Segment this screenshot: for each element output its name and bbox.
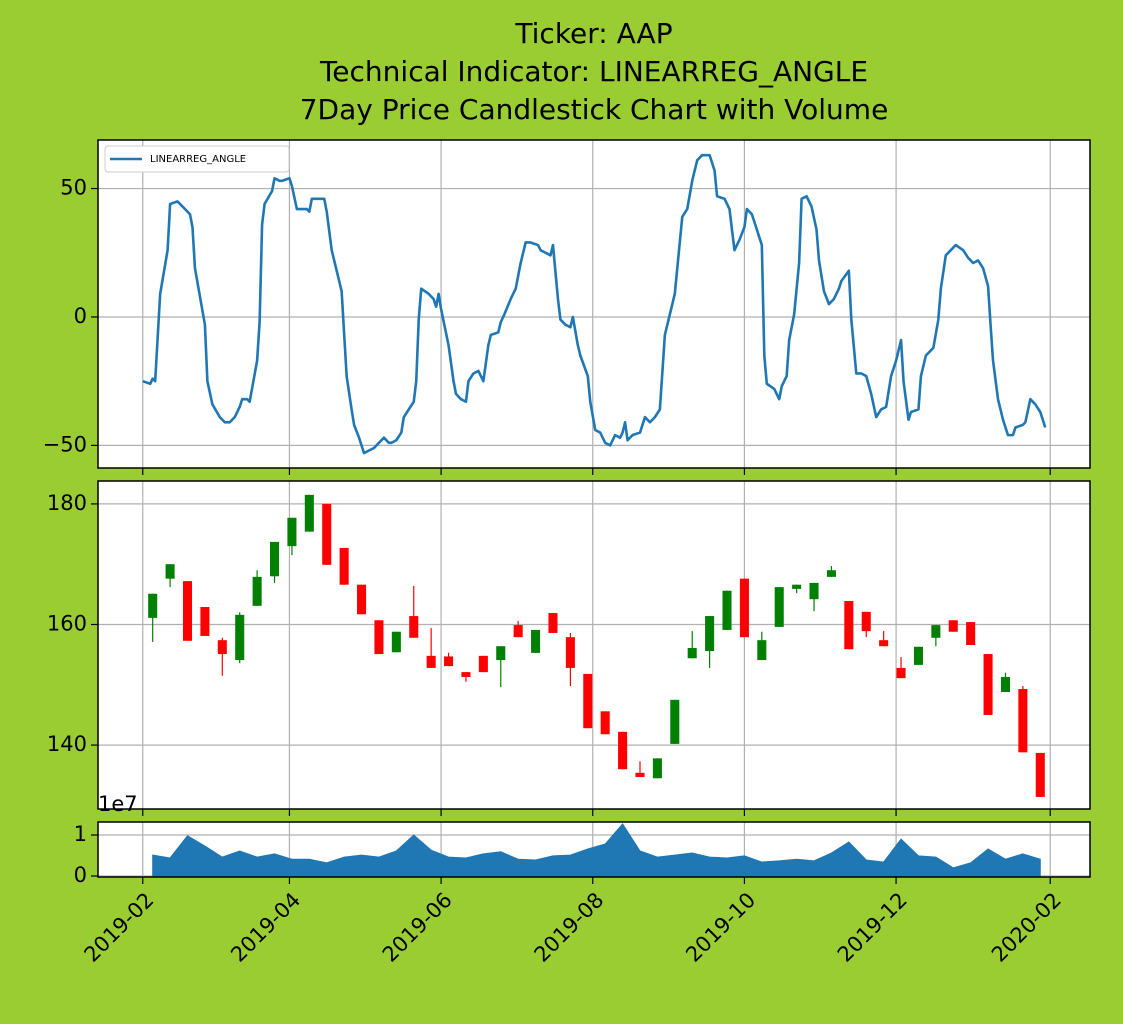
candle-body <box>287 517 297 547</box>
candle-body <box>757 640 767 661</box>
candle-body <box>635 772 645 778</box>
candle-body <box>426 655 436 668</box>
candle-body <box>670 699 680 744</box>
panel-frame <box>97 139 1091 469</box>
candle-body <box>252 576 262 606</box>
candle-body <box>182 581 193 641</box>
candle-body <box>826 570 836 577</box>
panel-frame <box>97 480 1091 810</box>
y-tick-label: 160 <box>47 612 87 636</box>
candle-body <box>339 547 349 585</box>
y-tick-label: 180 <box>47 491 87 515</box>
plot-area <box>142 153 1047 455</box>
candle-body <box>548 613 558 633</box>
candle-body <box>496 646 506 661</box>
offset-text: 1e7 <box>98 792 138 816</box>
candle-body <box>966 622 976 645</box>
panel-frame <box>97 821 1091 878</box>
candle-body <box>165 564 175 579</box>
legend-label: LINEARREG_ANGLE <box>150 154 246 165</box>
candle-body <box>774 587 784 627</box>
candle-body <box>269 541 280 577</box>
candle-body <box>583 673 593 729</box>
candle-body <box>1018 689 1028 753</box>
y-tick-label: 0 <box>74 304 87 328</box>
candle-body <box>861 611 871 632</box>
candle-body <box>809 582 819 600</box>
candle-body <box>844 600 854 650</box>
y-tick-label: 140 <box>47 732 87 756</box>
candle-body <box>705 616 715 652</box>
panel-background <box>98 481 1090 809</box>
legend-box <box>104 145 290 173</box>
candle-body <box>531 629 541 653</box>
plot-area <box>152 823 1041 877</box>
candle-body <box>235 614 245 661</box>
candle-body <box>148 593 158 618</box>
candle-body <box>983 654 993 715</box>
candle-body <box>478 655 488 673</box>
candle-body <box>722 590 732 630</box>
candle-body <box>600 711 610 735</box>
candle-body <box>792 584 802 589</box>
candle-body <box>687 648 697 659</box>
candle-body <box>374 620 384 655</box>
title-line: 7Day Price Candlestick Chart with Volume <box>300 93 889 126</box>
candle-body <box>1000 676 1010 693</box>
candle-body <box>304 494 314 532</box>
candle-body <box>739 578 749 638</box>
title-line: Ticker: AAP <box>514 17 672 50</box>
plot-area <box>148 494 1045 797</box>
candle-body <box>409 616 419 638</box>
candle-body <box>913 646 923 665</box>
candle-body <box>618 731 628 770</box>
candle-body <box>444 656 454 667</box>
panel-background <box>98 140 1090 468</box>
y-tick-label: 1 <box>74 822 87 846</box>
y-tick-label: 50 <box>60 176 87 200</box>
candle-body <box>1035 752 1045 797</box>
candle-body <box>896 667 906 679</box>
candle-body <box>879 640 889 647</box>
title-line: Technical Indicator: LINEARREG_ANGLE <box>319 55 868 88</box>
volume-area <box>152 823 1041 877</box>
candle-body <box>217 640 227 655</box>
candle-body <box>200 607 210 636</box>
candle-body <box>322 503 332 565</box>
y-tick-label: 0 <box>74 863 87 887</box>
candle-body <box>565 637 575 668</box>
candle-body <box>513 625 523 638</box>
candle-body <box>948 620 958 632</box>
candle-body <box>357 584 367 615</box>
candle-body <box>931 625 941 638</box>
legend: LINEARREG_ANGLE <box>104 145 290 173</box>
indicator-line <box>142 153 1047 455</box>
y-tick-label: −50 <box>43 432 87 456</box>
candle-body <box>461 672 471 677</box>
candle-body <box>652 758 662 779</box>
candle-body <box>391 631 401 653</box>
